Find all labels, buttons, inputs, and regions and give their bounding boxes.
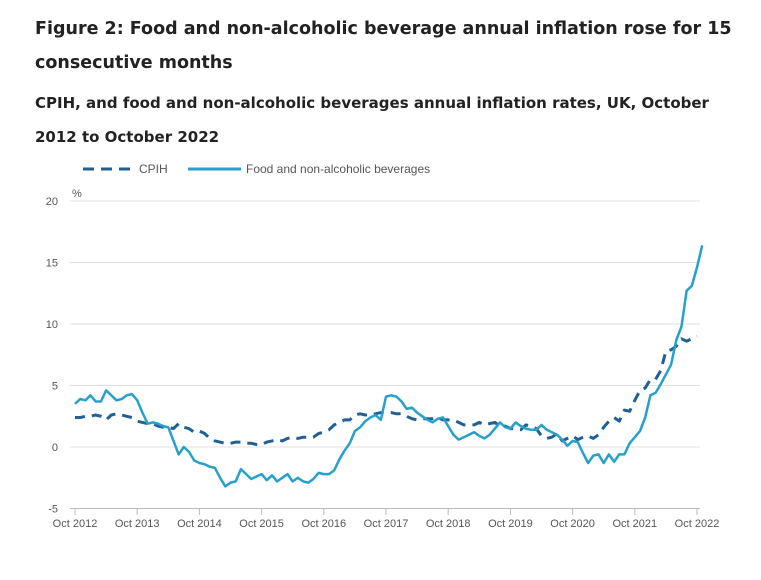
- x-tick-label: Oct 2018: [426, 518, 471, 530]
- y-tick-label: 10: [46, 319, 58, 331]
- y-tick-label: -5: [48, 504, 58, 516]
- y-tick-label: 0: [52, 442, 58, 454]
- legend-label-food: Food and non-alcoholic beverages: [246, 162, 430, 176]
- x-tick-label: Oct 2019: [488, 518, 533, 530]
- x-tick-label: Oct 2015: [239, 518, 284, 530]
- x-tick-label: Oct 2020: [550, 518, 595, 530]
- series-line-cpih: [75, 334, 698, 446]
- y-tick-label: 15: [46, 258, 58, 270]
- x-tick-label: Oct 2013: [115, 518, 160, 530]
- figure-title: Figure 2: Food and non-alcoholic beverag…: [35, 19, 732, 73]
- x-tick-label: Oct 2012: [53, 518, 98, 530]
- x-tick-label: Oct 2014: [177, 518, 222, 530]
- x-tick-label: Oct 2021: [612, 518, 657, 530]
- legend: CPIH Food and non-alcoholic beverages: [83, 162, 430, 176]
- x-tick-label: Oct 2022: [675, 518, 720, 530]
- y-axis-unit: %: [72, 188, 82, 200]
- legend-label-cpih: CPIH: [139, 162, 168, 176]
- chart-subtitle: CPIH, and food and non-alcoholic beverag…: [35, 94, 709, 146]
- y-tick-label: 5: [52, 381, 58, 393]
- series-line-food: [74, 245, 704, 488]
- x-tick-label: Oct 2017: [364, 518, 409, 530]
- y-tick-label: 20: [46, 196, 58, 208]
- x-tick-label: Oct 2016: [301, 518, 346, 530]
